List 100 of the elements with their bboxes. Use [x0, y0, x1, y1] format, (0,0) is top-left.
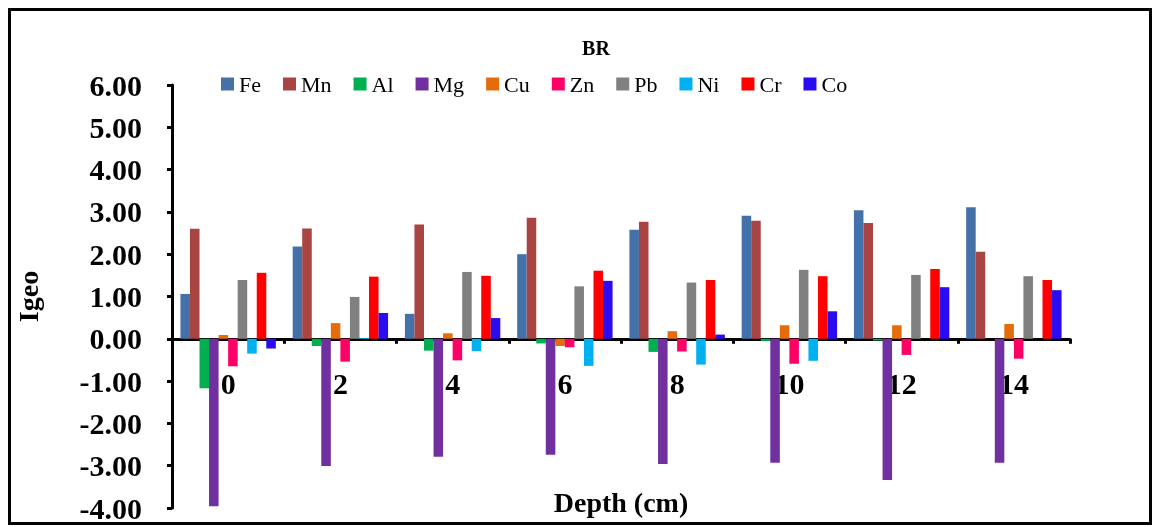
bar [228, 338, 238, 367]
bar [490, 318, 501, 339]
bar [593, 270, 604, 339]
bar [302, 228, 312, 339]
x-tick-label: 8 [669, 367, 685, 401]
bar [911, 274, 921, 339]
bar [404, 313, 415, 339]
bar [882, 338, 893, 481]
bar [369, 276, 379, 339]
bar [424, 338, 434, 351]
bar [462, 271, 472, 339]
y-tick-label: -2.00 [79, 406, 142, 440]
bar [658, 338, 668, 465]
bar [808, 338, 818, 361]
bar [452, 338, 463, 361]
bar [555, 338, 565, 346]
bar [818, 276, 828, 339]
legend-label: Fe [239, 71, 261, 97]
x-tick-label: 2 [332, 367, 348, 401]
y-tick-label: 5.00 [89, 110, 142, 144]
bar [311, 338, 322, 346]
bar [853, 210, 864, 339]
bar [789, 338, 799, 364]
x-tick-label: 4 [445, 367, 461, 401]
legend-label: Pb [634, 71, 658, 97]
bar [677, 338, 687, 352]
bar [648, 338, 659, 352]
bar [340, 338, 350, 362]
bar [349, 296, 360, 339]
legend-label: Cu [504, 71, 530, 97]
bar [321, 338, 331, 467]
legend-label: Mg [433, 71, 465, 97]
x-axis-title: Depth (cm) [553, 487, 689, 519]
bar [583, 338, 594, 366]
legend-label: Ni [697, 71, 720, 97]
bar [667, 331, 678, 339]
y-tick-label: -4.00 [79, 491, 142, 525]
bar [180, 293, 190, 339]
x-tick-label: 12 [886, 367, 917, 401]
bar [433, 338, 444, 457]
bar [378, 313, 389, 339]
y-tick-label: -1.00 [79, 364, 142, 398]
y-tick-label: 1.00 [89, 280, 142, 313]
bar [892, 325, 902, 339]
bar [218, 334, 229, 339]
bar [517, 254, 527, 339]
bar [443, 333, 453, 339]
bar [779, 325, 790, 339]
bar [1023, 276, 1033, 339]
bar [237, 280, 248, 339]
bar [715, 334, 725, 339]
bar [189, 228, 200, 339]
bar [939, 287, 950, 339]
bar [603, 280, 613, 339]
bar [199, 338, 210, 389]
bar [481, 275, 491, 339]
bar [966, 207, 976, 339]
y-tick-label: 3.00 [89, 195, 142, 229]
bar [536, 338, 546, 344]
bar [994, 338, 1005, 463]
bar [574, 286, 584, 339]
bar [209, 338, 219, 507]
bar [741, 215, 752, 339]
legend-label: Zn [569, 71, 595, 97]
bar [930, 269, 940, 339]
bar [1052, 290, 1062, 339]
bar [760, 338, 771, 341]
x-tick-label: 0 [220, 367, 236, 401]
bar [686, 282, 697, 339]
bar [827, 311, 838, 339]
y-axis-title: Igeo [12, 270, 44, 323]
bar [330, 323, 341, 339]
bar [770, 338, 780, 463]
legend-label: Mn [301, 71, 332, 97]
bar [414, 224, 424, 339]
bar [256, 272, 267, 339]
bar [901, 338, 912, 355]
chart-title: BR [582, 37, 611, 59]
bar [638, 221, 649, 339]
y-tick-label: 0.00 [89, 322, 142, 356]
legend-label: Cr [759, 71, 783, 97]
x-tick-label: 14 [998, 367, 1029, 401]
y-tick-label: 4.00 [89, 153, 142, 187]
y-tick-label: 6.00 [89, 68, 142, 102]
bar [292, 246, 303, 339]
bar [1004, 324, 1014, 339]
y-tick-label: -3.00 [79, 449, 142, 483]
x-tick-label: 6 [557, 367, 573, 401]
bar [1042, 280, 1053, 339]
bar [247, 338, 257, 354]
bar [751, 220, 761, 339]
bar [696, 338, 706, 365]
bar [705, 280, 716, 339]
legend-label: Al [371, 71, 394, 97]
bar [863, 222, 873, 339]
bar [266, 338, 276, 349]
y-tick-label: 2.00 [89, 237, 142, 271]
bar [471, 338, 482, 352]
bar [1013, 338, 1024, 359]
bar [545, 338, 556, 455]
